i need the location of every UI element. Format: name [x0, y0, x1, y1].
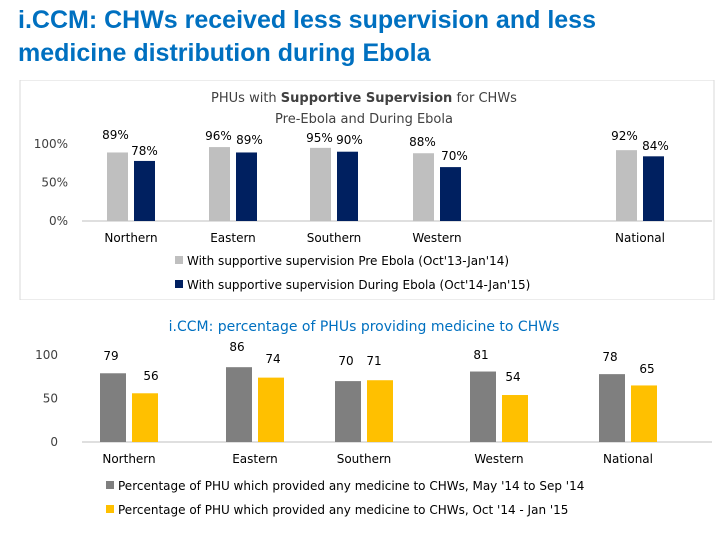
category-label: Northern [104, 231, 157, 245]
chart-title-part: i.CCM [169, 319, 209, 335]
data-label: 84% [642, 139, 669, 153]
supervision-chart: PHUs with Supportive Supervision for CHW… [19, 80, 715, 300]
data-label: 89% [102, 128, 129, 142]
data-label: 79 [103, 349, 118, 363]
bar-western-s2 [440, 167, 461, 221]
bar-eastern-s1 [226, 367, 252, 442]
bar-northern-s2 [134, 160, 155, 221]
bar-southern-s2 [337, 151, 358, 221]
chart-subtitle: Pre-Ebola and During Ebola [275, 112, 453, 127]
data-label: 70 [338, 354, 353, 368]
bar-national-s1 [599, 374, 625, 442]
legend-entry: With supportive supervision Pre Ebola (O… [187, 254, 509, 268]
bar-national-s1 [616, 150, 637, 221]
category-label: Western [474, 452, 523, 466]
category-label: National [615, 231, 665, 245]
data-label: 86 [229, 340, 244, 354]
legend-entry: With supportive supervision During Ebola… [187, 278, 530, 292]
data-label: 90% [336, 133, 363, 147]
y-tick-label: 0 [50, 435, 58, 449]
data-label: 56 [143, 369, 158, 383]
bar-southern-s1 [335, 381, 361, 442]
slide-title: i.CCM: CHWs received less supervision an… [18, 4, 708, 70]
chart-title-part: Supportive Supervision [281, 91, 453, 106]
data-label: 88% [409, 135, 436, 149]
category-label: Northern [102, 452, 155, 466]
bar-northern-s2 [132, 393, 158, 442]
slide-title-line-2: medicine distribution during Ebola [18, 39, 431, 67]
bar-southern-s1 [310, 147, 331, 221]
data-label: 89% [236, 133, 263, 147]
chart-title: PHUs with Supportive Supervision for CHW… [211, 91, 517, 106]
chart-frame [19, 80, 715, 300]
data-label: 54 [505, 370, 520, 384]
bar-southern-s2 [367, 380, 393, 442]
y-tick-label: 50 [43, 392, 58, 406]
data-label: 95% [306, 131, 333, 145]
y-tick-label: 100 [35, 348, 58, 362]
chart-title-part: for CHWs [452, 91, 517, 106]
legend-entry: Percentage of PHU which provided any med… [118, 479, 584, 493]
data-label: 71 [366, 354, 381, 368]
category-label: National [603, 452, 653, 466]
data-label: 65 [639, 362, 654, 376]
bar-western-s1 [413, 153, 434, 221]
bar-eastern-s2 [258, 377, 284, 442]
legend-swatch [175, 256, 183, 264]
category-label: Southern [337, 452, 392, 466]
slide-title-line-1: i.CCM: CHWs received less supervision an… [18, 6, 596, 34]
y-tick-label: 100% [34, 137, 68, 151]
bar-western-s1 [470, 371, 496, 442]
legend-swatch [106, 481, 114, 489]
category-label: Eastern [210, 231, 256, 245]
bar-eastern-s2 [236, 152, 257, 221]
data-label: 74 [265, 352, 280, 366]
medicine-chart: i.CCM: percentage of PHUs providing medi… [35, 319, 712, 517]
data-label: 78% [131, 144, 158, 158]
bar-national-s2 [631, 385, 657, 442]
data-label: 96% [205, 129, 232, 143]
data-label: 81 [473, 348, 488, 362]
data-label: 92% [611, 129, 638, 143]
bar-eastern-s1 [209, 147, 230, 221]
y-tick-label: 0% [49, 214, 68, 228]
category-label: Eastern [232, 452, 278, 466]
chart-title-part: : percentage of PHUs providing medicine … [209, 319, 560, 335]
data-label: 70% [441, 149, 468, 163]
bar-national-s2 [643, 156, 664, 221]
category-label: Southern [307, 231, 362, 245]
legend-entry: Percentage of PHU which provided any med… [118, 503, 568, 517]
chart-title: i.CCM: percentage of PHUs providing medi… [169, 319, 560, 335]
legend-swatch [106, 505, 114, 513]
bar-western-s2 [502, 395, 528, 442]
data-label: 78 [602, 350, 617, 364]
category-label: Western [412, 231, 461, 245]
y-tick-label: 50% [41, 176, 68, 190]
legend-swatch [175, 280, 183, 288]
chart-title-part: PHUs with [211, 91, 281, 106]
bar-northern-s1 [100, 373, 126, 442]
bar-northern-s1 [107, 152, 128, 221]
